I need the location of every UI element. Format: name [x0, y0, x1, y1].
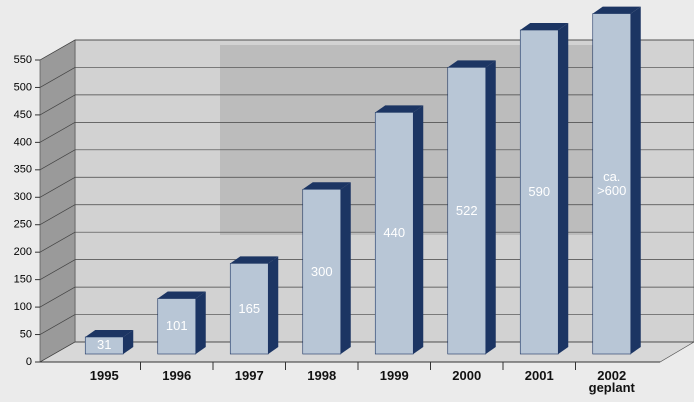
bar-top: [85, 329, 134, 337]
grid-line: [39, 341, 76, 363]
bar-top: [157, 291, 206, 299]
x-tick-label: 1999: [379, 368, 409, 383]
bar: [302, 188, 342, 355]
y-tick-label: 0: [26, 356, 32, 368]
y-tick-label: 400: [14, 136, 32, 148]
grid-line: [39, 67, 76, 88]
y-tick-label: 500: [14, 81, 32, 93]
bar-side: [558, 23, 569, 354]
value-label: 101: [165, 318, 188, 334]
value-label: 522: [455, 202, 478, 218]
bar: [374, 112, 414, 355]
x-tick-label: 2000: [452, 368, 482, 383]
y-tick-label: 200: [14, 246, 32, 258]
y-tick-label: 350: [14, 164, 32, 176]
grid-line: [39, 39, 76, 61]
background-photo: [220, 45, 640, 235]
bar-top: [302, 182, 351, 190]
x-tick-label: 2001: [524, 368, 554, 383]
grid-line: [39, 94, 76, 116]
y-tick-label: 550: [14, 54, 32, 66]
y-tick-label: 50: [20, 328, 32, 340]
value-label: 440: [383, 225, 406, 241]
left-wall: [39, 39, 76, 363]
grid-line: [39, 231, 76, 253]
bar: [229, 263, 269, 355]
grid-line: [39, 176, 76, 198]
bar-side: [630, 6, 641, 355]
grid-line: [39, 314, 76, 335]
grid-line: [39, 286, 76, 308]
y-tick-label: 300: [14, 191, 32, 203]
value-label: ca. >600: [597, 168, 627, 198]
grid-line: [39, 259, 76, 280]
y-tick-label: 100: [14, 301, 32, 313]
bar-side: [413, 105, 424, 355]
bar-top: [447, 60, 496, 68]
x-tick-label: 1997: [234, 368, 264, 383]
bar-top: [592, 6, 641, 14]
grid-line: [39, 122, 76, 143]
value-label: 590: [528, 184, 551, 200]
grid-line: [39, 204, 76, 226]
y-tick-label: 150: [14, 274, 32, 286]
bar: [519, 29, 559, 355]
bar-top: [230, 256, 279, 264]
bar-top: [520, 23, 569, 31]
bar-side: [268, 256, 279, 354]
bar-side: [340, 182, 351, 354]
y-tick-label: 450: [14, 109, 32, 121]
bar: [447, 67, 487, 355]
bar: [84, 336, 124, 355]
x-tick-label: 2002 geplant: [588, 368, 635, 395]
bar-side: [195, 291, 206, 354]
bar-top: [375, 105, 424, 113]
bar: [592, 13, 632, 355]
grid-line: [39, 149, 76, 171]
bar-side: [123, 329, 134, 354]
value-label: 31: [97, 337, 112, 353]
x-tick-label: 1996: [162, 368, 192, 383]
y-tick-label: 250: [14, 219, 32, 231]
value-label: 300: [310, 263, 333, 279]
x-tick-label: 1998: [307, 368, 337, 383]
bar-side: [485, 60, 496, 355]
value-label: 165: [238, 300, 261, 316]
x-tick-label: 1995: [89, 368, 119, 383]
bar: [157, 298, 197, 355]
